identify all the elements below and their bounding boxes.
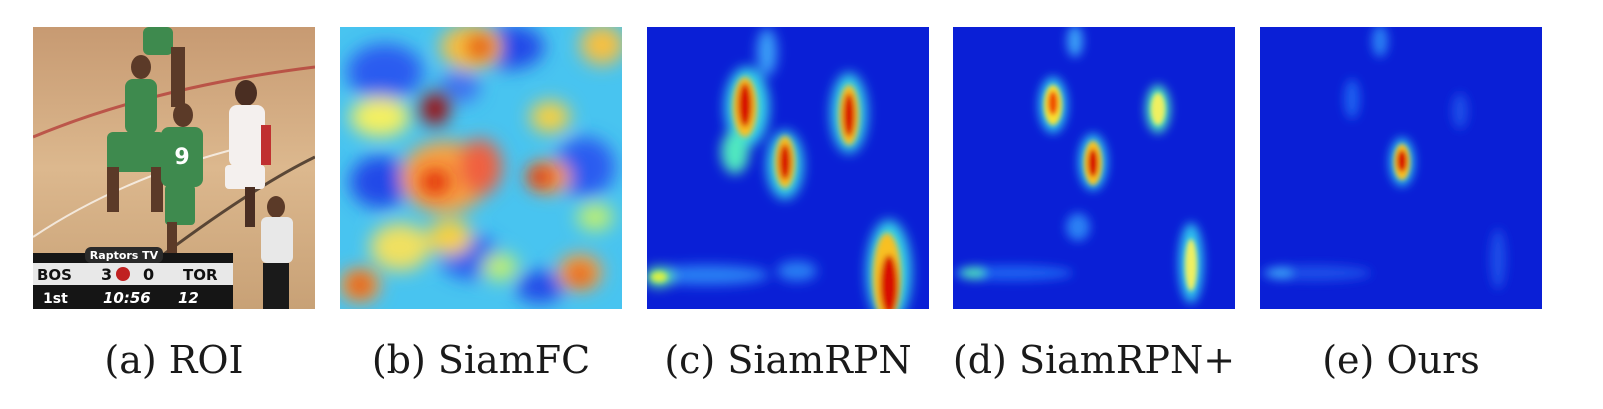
caption-ours: (e) Ours: [1322, 338, 1480, 382]
heatmap-siamrpn: [647, 27, 929, 309]
referee: [261, 196, 293, 309]
player-top: [143, 27, 185, 107]
heatmap-ours: [1260, 27, 1542, 309]
heatmap-siamrpn-plus: [953, 27, 1235, 309]
scoreboard-brand: Raptors TV: [90, 249, 159, 262]
player-raptors: [225, 80, 271, 227]
caption-siamfc: (b) SiamFC: [371, 338, 591, 382]
player-left: [107, 55, 165, 212]
roi-image: 9 Raptors TV BOS: [33, 27, 315, 309]
roi-photo: 9 Raptors TV BOS: [33, 27, 315, 309]
game-clock: 10:56: [103, 289, 151, 307]
period: 1st: [43, 291, 68, 307]
jersey-number: 9: [174, 145, 189, 170]
home-team: BOS: [37, 266, 72, 284]
caption-roi: (a) ROI: [104, 338, 244, 382]
heatmap-siamfc: [340, 27, 622, 309]
caption-siamrpn: (c) SiamRPN: [664, 338, 912, 382]
away-score: 0: [143, 265, 154, 284]
player-number-9: 9: [161, 103, 203, 262]
home-score: 3: [101, 265, 112, 284]
caption-siamrpn-plus: (d) SiamRPN+: [952, 338, 1236, 382]
shot-clock: 12: [178, 289, 199, 307]
away-team: TOR: [183, 266, 218, 284]
scoreboard: Raptors TV BOS 3 0 TOR 1st 10:56 12: [33, 247, 233, 309]
